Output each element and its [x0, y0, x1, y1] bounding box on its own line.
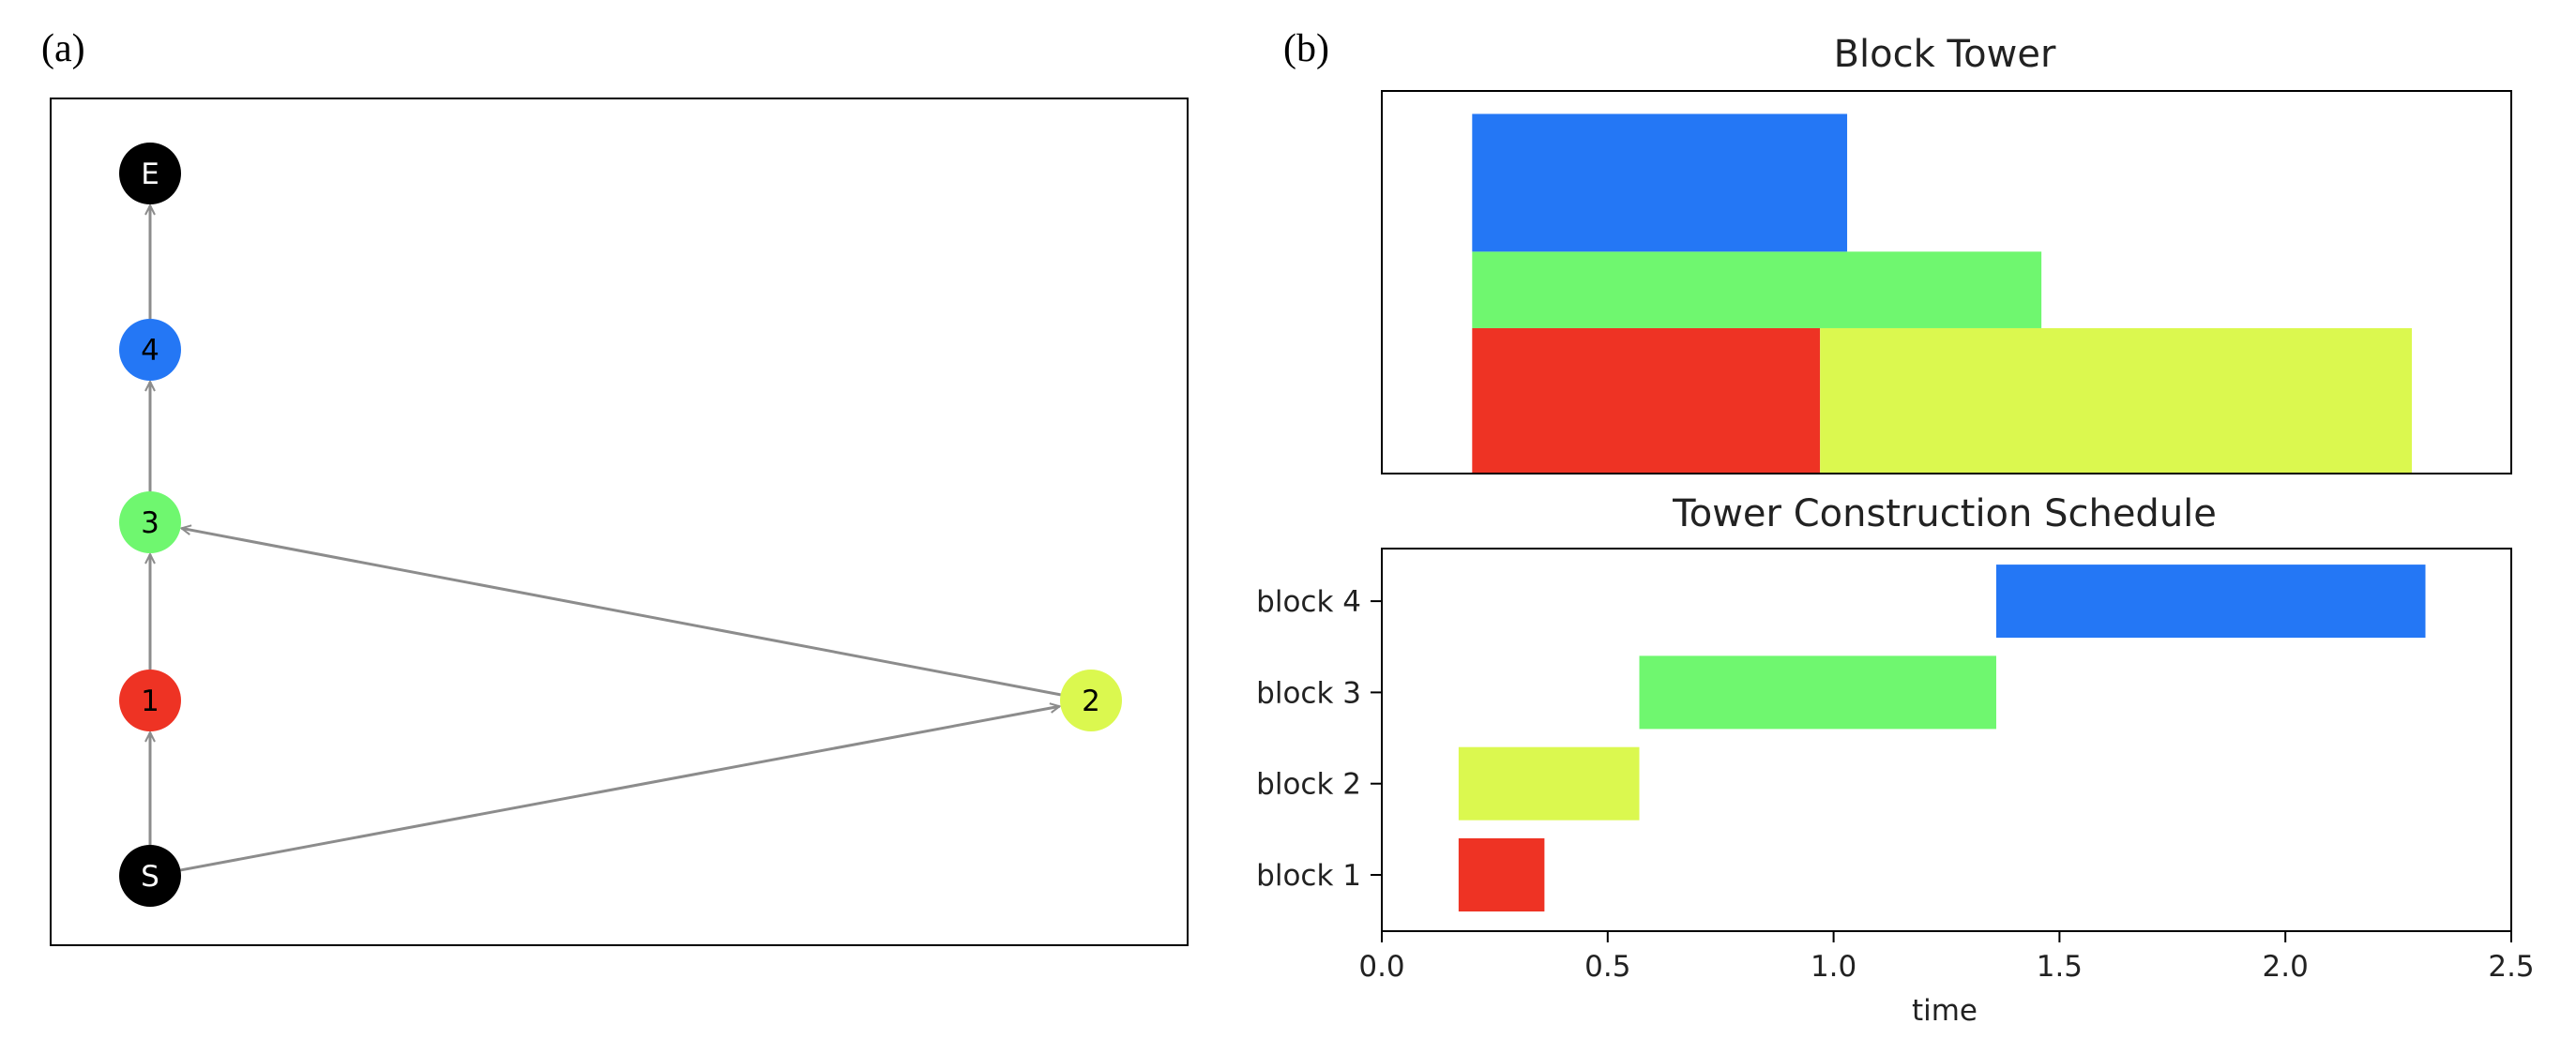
panel-b-label: (b) [1283, 27, 1329, 70]
panel-a-label: (a) [41, 27, 85, 70]
x-tick-label: 2.0 [2263, 950, 2309, 984]
node-label: S [141, 860, 159, 894]
schedule-x-axis-label: time [1912, 994, 1977, 1028]
y-tick-label: block 3 [1256, 676, 1361, 710]
node-2: 2 [1060, 670, 1122, 731]
tower-block-1 [1472, 327, 1821, 474]
edge-2-to-3 [181, 528, 1061, 697]
x-tick-label: 2.5 [2488, 950, 2534, 984]
node-circle [119, 845, 181, 907]
schedule-chart-title: Tower Construction Schedule [1672, 492, 2217, 535]
y-tick-label: block 2 [1256, 768, 1361, 802]
node-circle [119, 319, 181, 381]
node-label: 2 [1082, 685, 1100, 718]
edge-S-to-2 [180, 706, 1059, 872]
tower-blocks [1472, 113, 2413, 474]
graph-frame [50, 98, 1189, 946]
node-E: E [119, 143, 181, 204]
x-tick-label: 0.5 [1584, 950, 1630, 984]
node-circle [119, 491, 181, 553]
schedule-bar-block-3 [1639, 655, 1996, 730]
schedule-chart-frame [1381, 548, 2512, 932]
node-circle [1060, 670, 1122, 731]
tower-chart-frame [1381, 90, 2512, 474]
node-label: 3 [141, 506, 159, 540]
graph-nodes: E 4 3 1 2 S [119, 143, 1122, 907]
tower-block-4 [1472, 113, 1848, 252]
tower-block-2 [1820, 327, 2413, 474]
schedule-bar-block-1 [1458, 838, 1545, 911]
node-circle [119, 143, 181, 204]
node-S: S [119, 845, 181, 907]
x-tick-label: 0.0 [1358, 950, 1404, 984]
graph-edges [150, 205, 1061, 872]
schedule-x-axis: 0.0 0.5 1.0 1.5 2.0 2.5 [1358, 931, 2535, 984]
node-label: 4 [141, 334, 159, 368]
node-4: 4 [119, 319, 181, 381]
schedule-y-axis: block 1 block 2 block 3 block 4 [1256, 585, 1382, 893]
schedule-bar-block-2 [1458, 746, 1640, 821]
node-3: 3 [119, 491, 181, 553]
x-tick-label: 1.0 [1811, 950, 1856, 984]
node-label: 1 [141, 685, 159, 718]
x-tick-label: 1.5 [2037, 950, 2083, 984]
node-label: E [141, 158, 159, 191]
tower-block-3 [1472, 251, 2042, 328]
schedule-bars [1458, 565, 2426, 911]
y-tick-label: block 1 [1256, 859, 1361, 893]
node-1: 1 [119, 670, 181, 731]
tower-chart-title: Block Tower [1834, 33, 2056, 76]
y-tick-label: block 4 [1256, 585, 1361, 619]
node-circle [119, 670, 181, 731]
schedule-bar-block-4 [1995, 565, 2426, 639]
